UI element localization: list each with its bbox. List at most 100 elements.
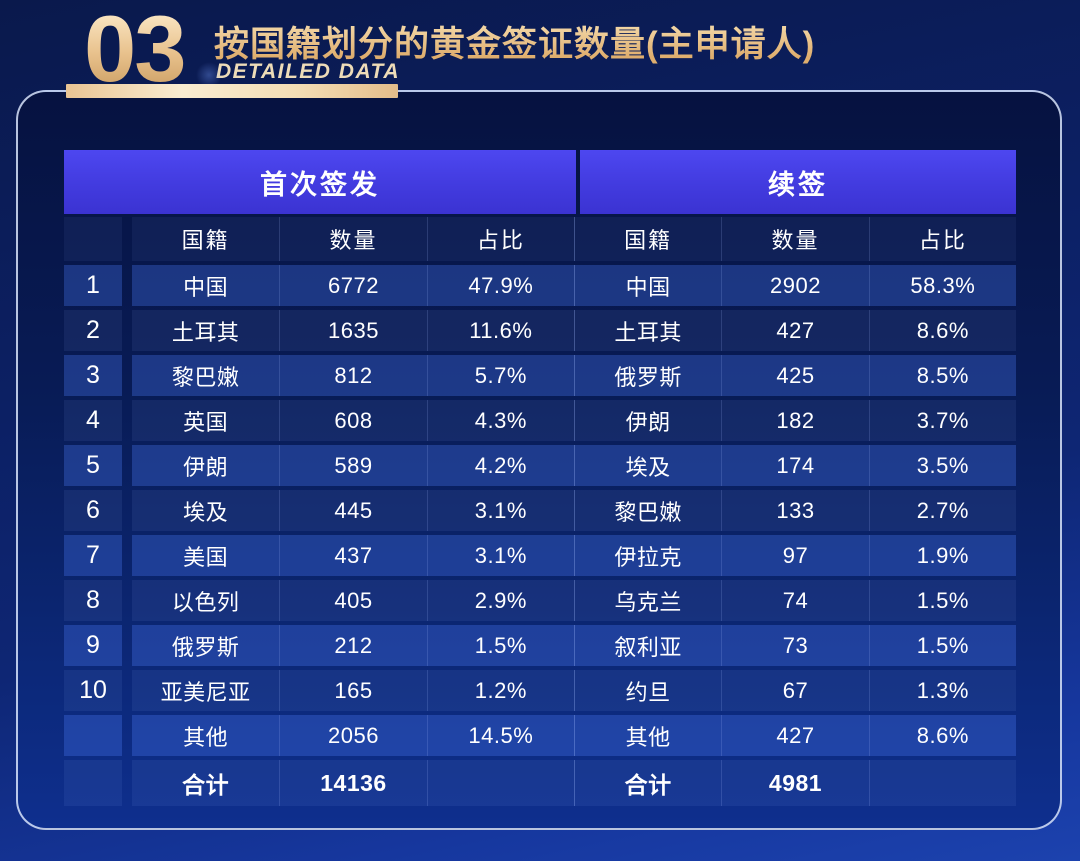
column-header-band: 国籍 数量 占比 国籍 数量 占比 — [132, 217, 1016, 261]
percent-cell: 8.6% — [868, 310, 1016, 351]
nationality-cell: 叙利亚 — [573, 625, 721, 666]
nationality-cell: 亚美尼亚 — [160, 679, 251, 705]
group-header-renewal: 续签 — [580, 150, 1016, 214]
row-band: 英国 608 4.3% 伊朗 182 3.7% — [132, 400, 1016, 441]
nationality-cell: 其他 — [573, 715, 721, 756]
nationality-cell: 美国 — [183, 544, 229, 570]
count-cell: 74 — [721, 580, 868, 621]
nationality-column-header: 国籍 — [181, 228, 230, 253]
percent-column-header: 占比 — [426, 217, 574, 261]
count-cell: 437 — [279, 535, 426, 576]
row-band: 伊朗 589 4.2% 埃及 174 3.5% — [132, 445, 1016, 486]
count-cell: 174 — [721, 445, 868, 486]
table-row: 1 中国 6772 47.9% 中国 2902 58.3% — [64, 265, 1016, 306]
nationality-cell: 乌克兰 — [573, 580, 721, 621]
percent-cell: 8.5% — [868, 355, 1016, 396]
percent-cell: 1.9% — [868, 535, 1016, 576]
percent-cell — [868, 760, 1016, 806]
nationality-cell: 埃及 — [573, 445, 721, 486]
decorative-glow — [196, 62, 222, 88]
row-band: 俄罗斯 212 1.5% 叙利亚 73 1.5% — [132, 625, 1016, 666]
percent-cell — [426, 760, 574, 806]
count-cell: 6772 — [279, 265, 426, 306]
percent-cell: 4.2% — [426, 445, 574, 486]
nationality-cell: 俄罗斯 — [171, 634, 240, 660]
section-number: 03 — [84, 0, 187, 101]
nationality-cell: 合计 — [573, 760, 721, 806]
total-row: 合计 14136 合计 4981 — [64, 760, 1016, 806]
table-row: 4 英国 608 4.3% 伊朗 182 3.7% — [64, 400, 1016, 441]
nationality-column-header: 国籍 — [573, 217, 721, 261]
percent-cell: 3.7% — [868, 400, 1016, 441]
percent-cell: 58.3% — [868, 265, 1016, 306]
count-cell: 2902 — [721, 265, 868, 306]
rank-cell: 6 — [64, 490, 122, 531]
count-cell: 427 — [721, 715, 868, 756]
rank-cell: 8 — [64, 580, 122, 621]
count-cell: 67 — [721, 670, 868, 711]
table-row: 5 伊朗 589 4.2% 埃及 174 3.5% — [64, 445, 1016, 486]
count-column-header: 数量 — [279, 217, 426, 261]
nationality-cell: 以色列 — [171, 589, 240, 615]
nationality-cell: 俄罗斯 — [573, 355, 721, 396]
percent-cell: 2.7% — [868, 490, 1016, 531]
nationality-cell: 其他 — [183, 724, 229, 750]
nationality-cell: 埃及 — [183, 499, 229, 525]
row-band: 美国 437 3.1% 伊拉克 97 1.9% — [132, 535, 1016, 576]
table-row: 10 亚美尼亚 165 1.2% 约旦 67 1.3% — [64, 670, 1016, 711]
nationality-cell: 伊拉克 — [573, 535, 721, 576]
rank-cell — [64, 715, 122, 756]
table-row: 7 美国 437 3.1% 伊拉克 97 1.9% — [64, 535, 1016, 576]
percent-cell: 47.9% — [426, 265, 574, 306]
rank-cell: 2 — [64, 310, 122, 351]
count-cell: 165 — [279, 670, 426, 711]
percent-cell: 1.5% — [426, 625, 574, 666]
percent-cell: 1.5% — [868, 580, 1016, 621]
nationality-cell: 英国 — [183, 409, 229, 435]
table-row: 2 土耳其 1635 11.6% 土耳其 427 8.6% — [64, 310, 1016, 351]
row-band: 亚美尼亚 165 1.2% 约旦 67 1.3% — [132, 670, 1016, 711]
count-cell: 4981 — [721, 760, 868, 806]
count-cell: 182 — [721, 400, 868, 441]
gold-underline-bar — [66, 84, 398, 98]
row-band: 以色列 405 2.9% 乌克兰 74 1.5% — [132, 580, 1016, 621]
table-body: 1 中国 6772 47.9% 中国 2902 58.3% 2 土耳其 1635 11.6% 土耳其 4… — [64, 265, 1016, 806]
table-row: 其他 2056 14.5% 其他 427 8.6% — [64, 715, 1016, 756]
count-cell: 427 — [721, 310, 868, 351]
table-row: 9 俄罗斯 212 1.5% 叙利亚 73 1.5% — [64, 625, 1016, 666]
column-header-row: 国籍 数量 占比 国籍 数量 占比 — [64, 217, 1016, 261]
count-cell: 14136 — [279, 760, 426, 806]
nationality-cell: 黎巴嫩 — [573, 490, 721, 531]
row-band: 其他 2056 14.5% 其他 427 8.6% — [132, 715, 1016, 756]
rank-cell: 3 — [64, 355, 122, 396]
count-cell: 2056 — [279, 715, 426, 756]
count-cell: 133 — [721, 490, 868, 531]
row-band: 合计 14136 合计 4981 — [132, 760, 1016, 806]
percent-cell: 3.1% — [426, 490, 574, 531]
row-band: 土耳其 1635 11.6% 土耳其 427 8.6% — [132, 310, 1016, 351]
row-band: 黎巴嫩 812 5.7% 俄罗斯 425 8.5% — [132, 355, 1016, 396]
nationality-cell: 黎巴嫩 — [171, 364, 240, 390]
count-cell: 608 — [279, 400, 426, 441]
percent-cell: 3.5% — [868, 445, 1016, 486]
page-title: 按国籍划分的黄金签证数量(主申请人) — [214, 16, 815, 67]
row-band: 中国 6772 47.9% 中国 2902 58.3% — [132, 265, 1016, 306]
count-cell: 1635 — [279, 310, 426, 351]
group-header-first-issuance: 首次签发 — [64, 150, 576, 214]
table-row: 8 以色列 405 2.9% 乌克兰 74 1.5% — [64, 580, 1016, 621]
rank-cell: 7 — [64, 535, 122, 576]
nationality-cell: 合计 — [182, 772, 230, 798]
count-cell: 812 — [279, 355, 426, 396]
data-panel: 首次签发 续签 国籍 数量 占比 国籍 数量 占比 1 中国 6772 47.9% 中国… — [16, 90, 1062, 830]
percent-cell: 1.2% — [426, 670, 574, 711]
rank-header-cell — [64, 217, 122, 261]
nationality-cell: 土耳其 — [171, 319, 240, 345]
group-header-row: 首次签发 续签 — [64, 150, 1016, 214]
percent-cell: 5.7% — [426, 355, 574, 396]
percent-cell: 11.6% — [426, 310, 574, 351]
nationality-cell: 中国 — [573, 265, 721, 306]
count-cell: 589 — [279, 445, 426, 486]
row-band: 埃及 445 3.1% 黎巴嫩 133 2.7% — [132, 490, 1016, 531]
count-cell: 445 — [279, 490, 426, 531]
count-cell: 212 — [279, 625, 426, 666]
